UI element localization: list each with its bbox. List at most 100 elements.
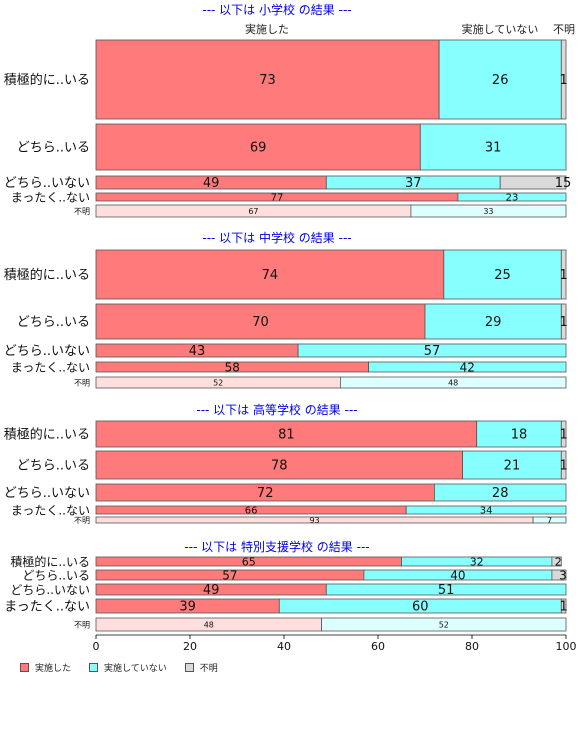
bar-value-label: 1 bbox=[560, 459, 568, 474]
bar-value-label: 15 bbox=[555, 176, 572, 191]
bar-segment bbox=[476, 420, 562, 448]
bar-value-label: 2 bbox=[555, 555, 562, 568]
bar-segment bbox=[560, 598, 567, 614]
x-tick-label: 20 bbox=[183, 640, 197, 653]
bar-segment bbox=[424, 303, 562, 340]
bar-segment bbox=[532, 516, 567, 524]
row-label: どちら..いる bbox=[17, 459, 90, 474]
bar-value-label: 57 bbox=[222, 568, 237, 582]
bar-value-label: 65 bbox=[242, 555, 256, 568]
x-tick-label: 0 bbox=[93, 640, 100, 653]
bar-value-label: 93 bbox=[309, 516, 319, 525]
bar-value-label: 25 bbox=[494, 268, 511, 283]
bar-segment bbox=[499, 175, 567, 190]
bar-value-label: 51 bbox=[438, 583, 455, 598]
bar-segment bbox=[339, 376, 567, 389]
bar-value-label: 40 bbox=[450, 568, 465, 582]
bar-value-label: 72 bbox=[257, 486, 274, 501]
bar-value-label: 32 bbox=[470, 555, 484, 568]
bar-value-label: 1 bbox=[560, 268, 568, 283]
column-header: 実施した bbox=[245, 22, 289, 36]
bar-value-label: 39 bbox=[179, 600, 196, 615]
bar-value-label: 81 bbox=[278, 428, 295, 443]
x-tick-label: 60 bbox=[371, 640, 385, 653]
bar-value-label: 18 bbox=[511, 428, 528, 443]
bar-value-label: 7 bbox=[547, 516, 552, 525]
bar-value-label: 31 bbox=[485, 141, 502, 156]
bar-segment bbox=[551, 569, 567, 581]
bar-value-label: 49 bbox=[203, 176, 220, 191]
bar-segment bbox=[297, 343, 567, 358]
bar-segment bbox=[560, 39, 567, 120]
x-tick-label: 100 bbox=[556, 640, 577, 653]
bar-segment bbox=[95, 420, 478, 448]
bar-value-label: 77 bbox=[271, 193, 284, 204]
legend-label-notdone: 実施していない bbox=[104, 664, 167, 674]
bar-segment bbox=[560, 420, 567, 448]
bar-value-label: 1 bbox=[560, 600, 568, 615]
bar-value-label: 1 bbox=[560, 428, 568, 443]
row-label: どちら..いる bbox=[17, 315, 90, 330]
row-label: まったく..ない bbox=[4, 599, 90, 614]
bar-segment bbox=[443, 249, 562, 300]
bar-segment bbox=[560, 249, 567, 300]
row-label: 不明 bbox=[74, 620, 90, 629]
panel-title: --- 以下は 小学校 の結果 --- bbox=[202, 2, 351, 17]
row-label: 積極的に..いる bbox=[4, 72, 90, 88]
bar-value-label: 58 bbox=[225, 360, 240, 374]
row-label: 積極的に..いる bbox=[4, 267, 90, 283]
x-tick-label: 40 bbox=[277, 640, 291, 653]
bar-segment bbox=[551, 556, 562, 567]
legend-swatch-unknown bbox=[184, 663, 194, 672]
bar-value-label: 42 bbox=[460, 360, 475, 374]
bar-value-label: 21 bbox=[504, 459, 521, 474]
bar-value-label: 48 bbox=[204, 620, 214, 629]
panel-title: --- 以下は 高等学校 の結果 --- bbox=[196, 402, 357, 417]
bar-segment bbox=[368, 361, 567, 373]
bar-value-label: 69 bbox=[250, 141, 267, 156]
bar-value-label: 67 bbox=[248, 207, 258, 216]
bar-value-label: 48 bbox=[448, 378, 458, 387]
legend-item-unknown: 不明 bbox=[184, 661, 218, 674]
bar-value-label: 34 bbox=[480, 506, 493, 517]
row-label: まったく..ない bbox=[11, 190, 90, 204]
bar-value-label: 78 bbox=[271, 459, 288, 474]
bar-value-label: 23 bbox=[506, 193, 519, 204]
row-label: 積極的に..いる bbox=[10, 554, 90, 569]
legend-label-done: 実施した bbox=[35, 664, 72, 674]
legend-item-notdone: 実施していない bbox=[89, 661, 167, 674]
bar-value-label: 26 bbox=[492, 73, 509, 88]
bar-segment bbox=[95, 450, 464, 480]
bar-value-label: 33 bbox=[483, 207, 493, 216]
row-label: どちら..いない bbox=[4, 344, 90, 359]
row-label: どちら..いる bbox=[22, 569, 90, 583]
bar-segment bbox=[95, 303, 426, 340]
row-label: 不明 bbox=[74, 378, 90, 387]
bar-segment bbox=[321, 617, 567, 632]
bar-segment bbox=[433, 483, 567, 502]
bar-segment bbox=[419, 123, 567, 171]
bar-value-label: 1 bbox=[560, 315, 568, 330]
panel-title: --- 以下は 中学校 の結果 --- bbox=[202, 230, 351, 245]
column-header: 不明 bbox=[553, 23, 575, 36]
x-tick-label: 80 bbox=[465, 640, 479, 653]
bar-value-label: 29 bbox=[485, 315, 502, 330]
bar-segment bbox=[405, 505, 567, 515]
bar-segment bbox=[560, 450, 567, 480]
legend-swatch-done bbox=[20, 663, 29, 672]
bar-value-label: 74 bbox=[262, 268, 279, 283]
panel-title: --- 以下は 特別支援学校 の結果 --- bbox=[184, 539, 369, 554]
bar-value-label: 1 bbox=[560, 73, 568, 88]
bar-value-label: 70 bbox=[252, 315, 269, 330]
row-label: どちら..いない bbox=[10, 583, 90, 597]
bar-segment bbox=[95, 39, 440, 120]
row-label: 積極的に..いる bbox=[4, 427, 90, 443]
bar-value-label: 28 bbox=[492, 486, 509, 501]
bar-value-label: 57 bbox=[424, 344, 441, 359]
bar-value-label: 52 bbox=[439, 620, 449, 629]
bar-segment bbox=[560, 303, 567, 340]
bar-value-label: 43 bbox=[189, 344, 206, 359]
legend: 実施した 実施していない 不明 bbox=[20, 661, 218, 674]
bar-segment bbox=[438, 39, 562, 120]
